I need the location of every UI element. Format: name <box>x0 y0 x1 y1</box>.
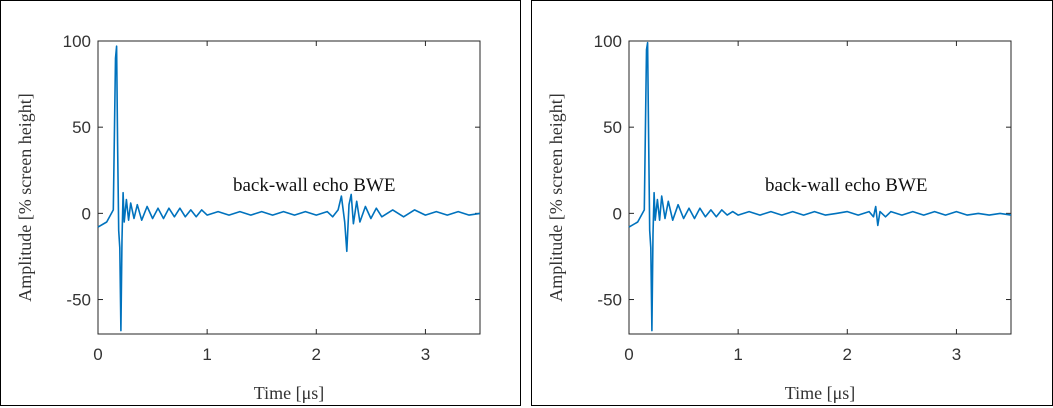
x-axis-label: Time [μs] <box>254 383 325 403</box>
chart-right: 0 1 2 3 -50 0 50 100 Time [μs] Amplitude [% scree… <box>546 32 1012 403</box>
y-tick-label: 100 <box>594 32 622 51</box>
x-tick-label: 1 <box>733 345 742 364</box>
series-line <box>628 41 1012 332</box>
y-tick-label: 0 <box>82 204 91 223</box>
y-axis-label: Amplitude [% screen height] <box>15 93 35 301</box>
x-axis-label: Time [μs] <box>785 383 856 403</box>
x-tick-label: 1 <box>202 345 211 364</box>
annotation-bwe: back-wall echo BWE <box>765 175 927 196</box>
y-tick-label: -50 <box>597 291 622 310</box>
plot-area <box>628 40 1012 335</box>
plot-area <box>97 40 481 335</box>
y-axis-label: Amplitude [% screen height] <box>546 93 566 301</box>
x-tick-label: 0 <box>93 345 102 364</box>
x-tick-label: 3 <box>421 345 430 364</box>
y-tick-label: 50 <box>72 118 91 137</box>
series-line <box>97 45 481 332</box>
x-tick-label: 0 <box>624 345 633 364</box>
x-tick-label: 3 <box>952 345 961 364</box>
y-tick-label: 50 <box>603 118 622 137</box>
chart-panel-right: 0 1 2 3 -50 0 50 100 Time [μs] Amplitude [% scree… <box>531 0 1053 406</box>
chart-left: 0 1 2 3 -50 0 50 100 Time [μs] Amplitude [% scree… <box>15 32 481 403</box>
y-tick-label: 0 <box>613 204 622 223</box>
x-tick-label: 2 <box>312 345 321 364</box>
annotation-bwe: back-wall echo BWE <box>233 175 395 196</box>
y-tick-label: 100 <box>63 32 91 51</box>
chart-panel-left: 0 1 2 3 -50 0 50 100 Time [μs] Amplitude [% scree… <box>0 0 521 406</box>
y-tick-label: -50 <box>66 291 91 310</box>
x-tick-label: 2 <box>843 345 852 364</box>
